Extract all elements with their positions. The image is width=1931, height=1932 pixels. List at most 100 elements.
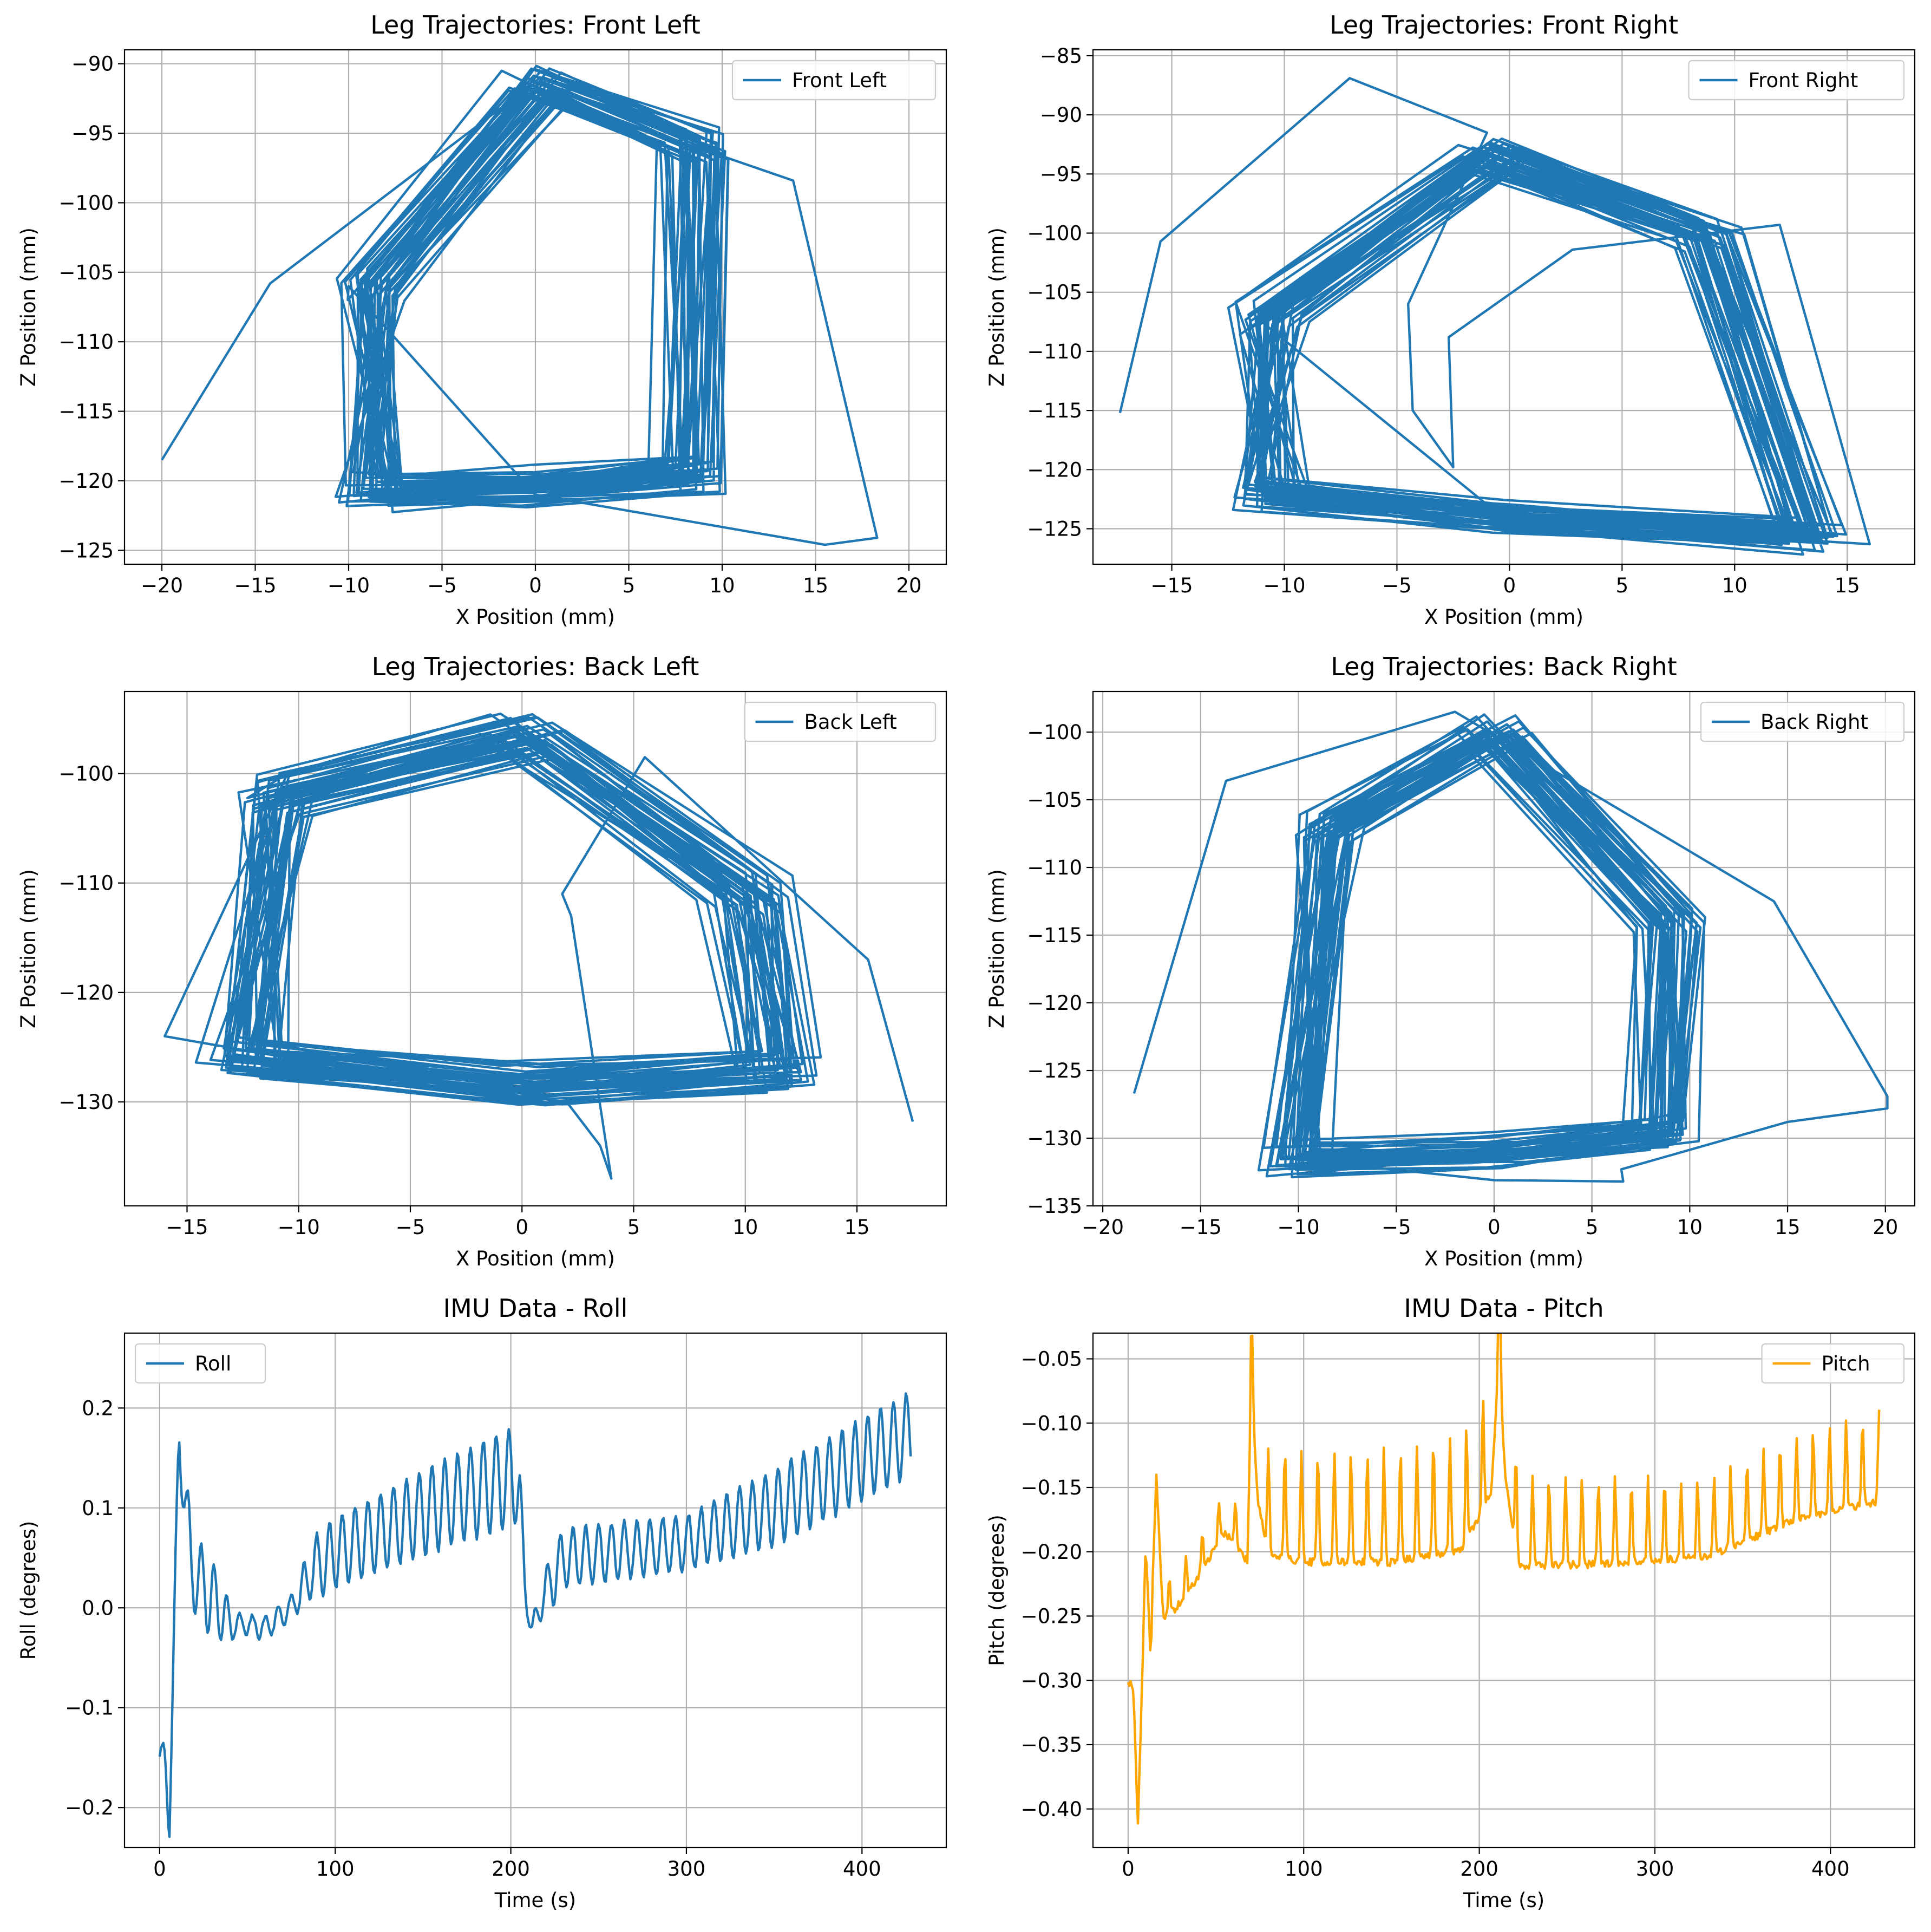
x-tick-label: 10 <box>709 574 735 597</box>
x-tick-label: −20 <box>1082 1216 1124 1239</box>
y-tick-label: −115 <box>1027 399 1082 422</box>
y-axis-label: Z Position (mm) <box>17 869 40 1028</box>
x-tick-label: 5 <box>623 574 636 597</box>
y-tick-label: −0.10 <box>1021 1412 1082 1435</box>
y-tick-label: −0.05 <box>1021 1348 1082 1371</box>
y-axis-label: Z Position (mm) <box>985 227 1009 387</box>
legend: Front Left <box>731 60 937 101</box>
legend-label: Pitch <box>1822 1352 1870 1375</box>
plot-frame <box>1092 690 1916 1207</box>
y-tick-label: −110 <box>1027 340 1082 363</box>
x-tick-label: −5 <box>427 574 457 597</box>
chart-panel-6: 0 100 200 300 400 −0.40 −0.35 −0.30 −0.25 −0.20 −0… <box>985 1294 1916 1912</box>
x-tick-label: 15 <box>803 574 828 597</box>
y-axis-label: Roll (degrees) <box>17 1521 40 1660</box>
x-tick-label: 0 <box>1122 1857 1135 1881</box>
series-line-back-right <box>1133 710 1889 1183</box>
y-tick-label: 0.0 <box>82 1596 114 1620</box>
legend-label: Back Right <box>1760 710 1868 734</box>
legend-label: Back Left <box>804 710 897 734</box>
x-tick-label: 5 <box>1616 574 1629 597</box>
x-axis-label: X Position (mm) <box>456 605 615 629</box>
series-line-front-left <box>161 64 879 546</box>
y-axis-label: Z Position (mm) <box>985 869 1009 1028</box>
x-tick-label: −10 <box>278 1216 320 1239</box>
legend-label: Front Right <box>1749 69 1858 92</box>
y-tick-label: −0.1 <box>65 1696 114 1720</box>
x-tick-label: 20 <box>1873 1216 1898 1239</box>
x-tick-label: −15 <box>166 1216 208 1239</box>
legend: Pitch <box>1761 1343 1905 1384</box>
x-tick-label: 20 <box>896 574 921 597</box>
y-tick-label: −105 <box>1027 281 1082 304</box>
y-tick-label: −0.30 <box>1021 1669 1082 1692</box>
chart-title: IMU Data - Pitch <box>1404 1294 1603 1323</box>
y-tick-label: −100 <box>58 191 114 214</box>
y-tick-label: −0.20 <box>1021 1541 1082 1564</box>
x-tick-label: −10 <box>1277 1216 1319 1239</box>
y-tick-label: −115 <box>58 400 114 423</box>
plot-frame <box>123 1332 947 1849</box>
legend-box <box>744 701 937 742</box>
x-tick-label: 15 <box>1775 1216 1801 1239</box>
x-tick-label: −10 <box>1263 574 1305 597</box>
y-tick-label: −95 <box>1040 162 1082 186</box>
legend-box <box>1700 701 1905 742</box>
y-tick-label: −125 <box>1027 1059 1082 1082</box>
legend-box <box>1761 1343 1905 1384</box>
x-tick-label: −5 <box>1382 1216 1411 1239</box>
y-tick-label: −130 <box>1027 1127 1082 1150</box>
plot-frame <box>1092 1332 1916 1849</box>
x-tick-label: 15 <box>1835 574 1860 597</box>
y-tick-label: −90 <box>71 53 114 76</box>
plot-frame <box>123 49 947 565</box>
x-tick-label: 5 <box>1586 1216 1599 1239</box>
series-line-back-left <box>163 712 914 1180</box>
x-tick-label: 200 <box>492 1857 530 1881</box>
x-tick-label: 100 <box>1285 1857 1323 1881</box>
y-tick-label: −100 <box>58 762 114 786</box>
x-tick-label: 100 <box>316 1857 355 1881</box>
x-tick-label: −15 <box>1151 574 1193 597</box>
y-tick-label: −120 <box>1027 458 1082 481</box>
legend: Back Right <box>1700 701 1905 742</box>
y-tick-label: −0.35 <box>1021 1733 1082 1757</box>
y-axis-label: Z Position (mm) <box>17 227 40 387</box>
y-tick-label: −125 <box>58 539 114 562</box>
x-tick-label: −5 <box>1382 574 1412 597</box>
x-axis-label: Time (s) <box>1463 1889 1544 1912</box>
y-tick-label: −110 <box>1027 856 1082 879</box>
y-tick-label: −90 <box>1040 103 1082 127</box>
y-tick-label: 0.2 <box>82 1396 114 1420</box>
y-tick-label: −135 <box>1027 1195 1082 1218</box>
y-tick-label: −110 <box>58 330 114 354</box>
x-tick-label: 200 <box>1460 1857 1498 1881</box>
x-tick-label: 5 <box>627 1216 640 1239</box>
x-tick-label: −15 <box>1180 1216 1222 1239</box>
x-tick-label: 15 <box>844 1216 869 1239</box>
chart-panel-3: −15 −10 −5 0 5 10 15 −130 −120 −110 −100 Leg Trajec… <box>17 652 947 1270</box>
x-tick-label: −10 <box>328 574 370 597</box>
y-tick-label: −0.40 <box>1021 1798 1082 1821</box>
x-tick-label: 10 <box>732 1216 758 1239</box>
x-axis-label: X Position (mm) <box>1424 1247 1583 1270</box>
x-tick-label: 300 <box>667 1857 706 1881</box>
chart-title: Leg Trajectories: Front Left <box>370 10 701 40</box>
legend-box <box>134 1343 266 1384</box>
y-tick-label: −95 <box>71 122 114 145</box>
plot-frame <box>123 690 947 1207</box>
x-tick-label: 0 <box>1488 1216 1501 1239</box>
chart-panel-4: −20 −15 −10 −5 0 5 10 15 20 −135 −130 −125 −120 −115 −… <box>985 652 1916 1270</box>
x-tick-label: −15 <box>234 574 276 597</box>
legend-label: Front Left <box>792 69 887 92</box>
x-tick-label: 400 <box>1811 1857 1850 1881</box>
y-tick-label: −120 <box>1027 991 1082 1015</box>
y-tick-label: 0.1 <box>82 1497 114 1520</box>
legend-box <box>731 60 937 101</box>
y-tick-label: −120 <box>58 469 114 493</box>
chart-panel-1: −20 −15 −10 −5 0 5 10 15 20 −125 −120 −115 −110 −105 −… <box>17 10 947 629</box>
x-tick-label: −20 <box>141 574 183 597</box>
series-line-roll <box>158 1392 912 1838</box>
y-tick-label: −120 <box>58 981 114 1004</box>
y-tick-label: −115 <box>1027 924 1082 947</box>
